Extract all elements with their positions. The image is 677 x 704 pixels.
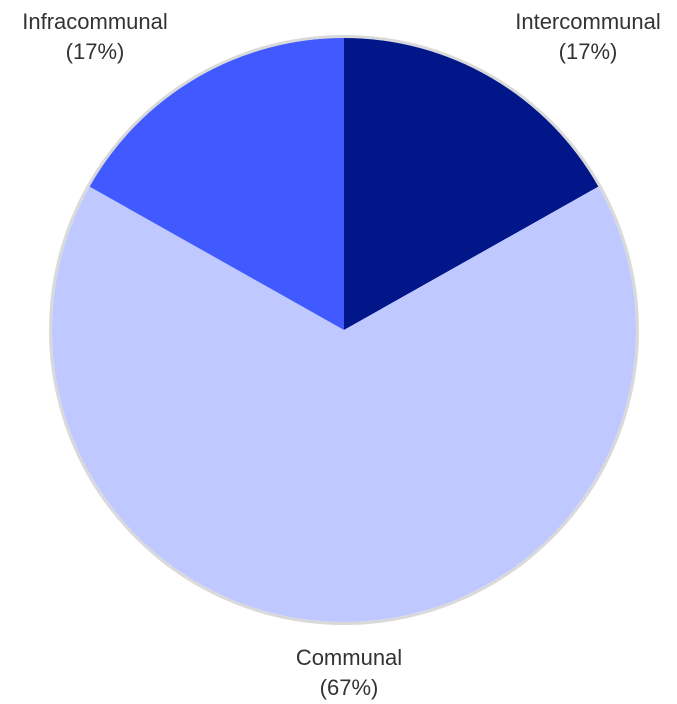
pie-labels: Intercommunal (17%) Communal (67%) Infraco… xyxy=(22,9,661,700)
pie-slices xyxy=(49,35,639,625)
slice-name-communal: Communal xyxy=(296,645,402,670)
slice-name-intercommunal: Intercommunal xyxy=(515,9,661,34)
slice-label-communal: Communal (67%) xyxy=(296,645,402,700)
slice-label-infracommunal: Infracommunal (17%) xyxy=(22,9,168,64)
slice-pct-communal: (67%) xyxy=(320,675,379,700)
pie-slice-infracommunal xyxy=(89,38,345,330)
pie-slice-communal xyxy=(51,186,637,622)
pie-slice-intercommunal xyxy=(344,37,599,330)
slice-name-infracommunal: Infracommunal xyxy=(22,9,168,34)
slice-pct-infracommunal: (17%) xyxy=(66,39,125,64)
slice-label-intercommunal: Intercommunal (17%) xyxy=(515,9,661,64)
slice-pct-intercommunal: (17%) xyxy=(559,39,618,64)
pie-outline xyxy=(49,35,639,625)
